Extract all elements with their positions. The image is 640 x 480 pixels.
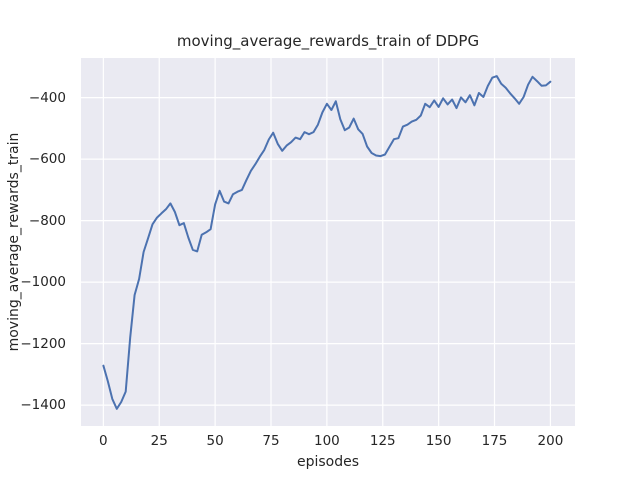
axes-background [81, 58, 575, 426]
chart-title: moving_average_rewards_train of DDPG [176, 32, 480, 50]
y-tick-label: −600 [28, 151, 66, 168]
x-tick-label: 50 [206, 433, 224, 449]
y-tick-label: −400 [28, 89, 66, 106]
x-tick-label: 175 [481, 433, 508, 449]
x-tick-label: 100 [313, 433, 340, 449]
x-tick-label: 125 [369, 433, 396, 449]
series-line [102, 75, 552, 410]
y-tick-label: −1400 [20, 397, 66, 414]
y-tick-label: −1000 [20, 274, 66, 291]
y-tick-label: −800 [28, 212, 66, 229]
x-tick-label: 75 [262, 433, 280, 449]
x-tick-label: 200 [537, 433, 564, 449]
x-tick-label: 0 [99, 433, 108, 449]
x-tick-label: 150 [425, 433, 452, 449]
y-tick-label: −1200 [20, 335, 66, 352]
x-tick-label: 25 [150, 433, 168, 449]
x-axis-label: episodes [296, 454, 360, 470]
